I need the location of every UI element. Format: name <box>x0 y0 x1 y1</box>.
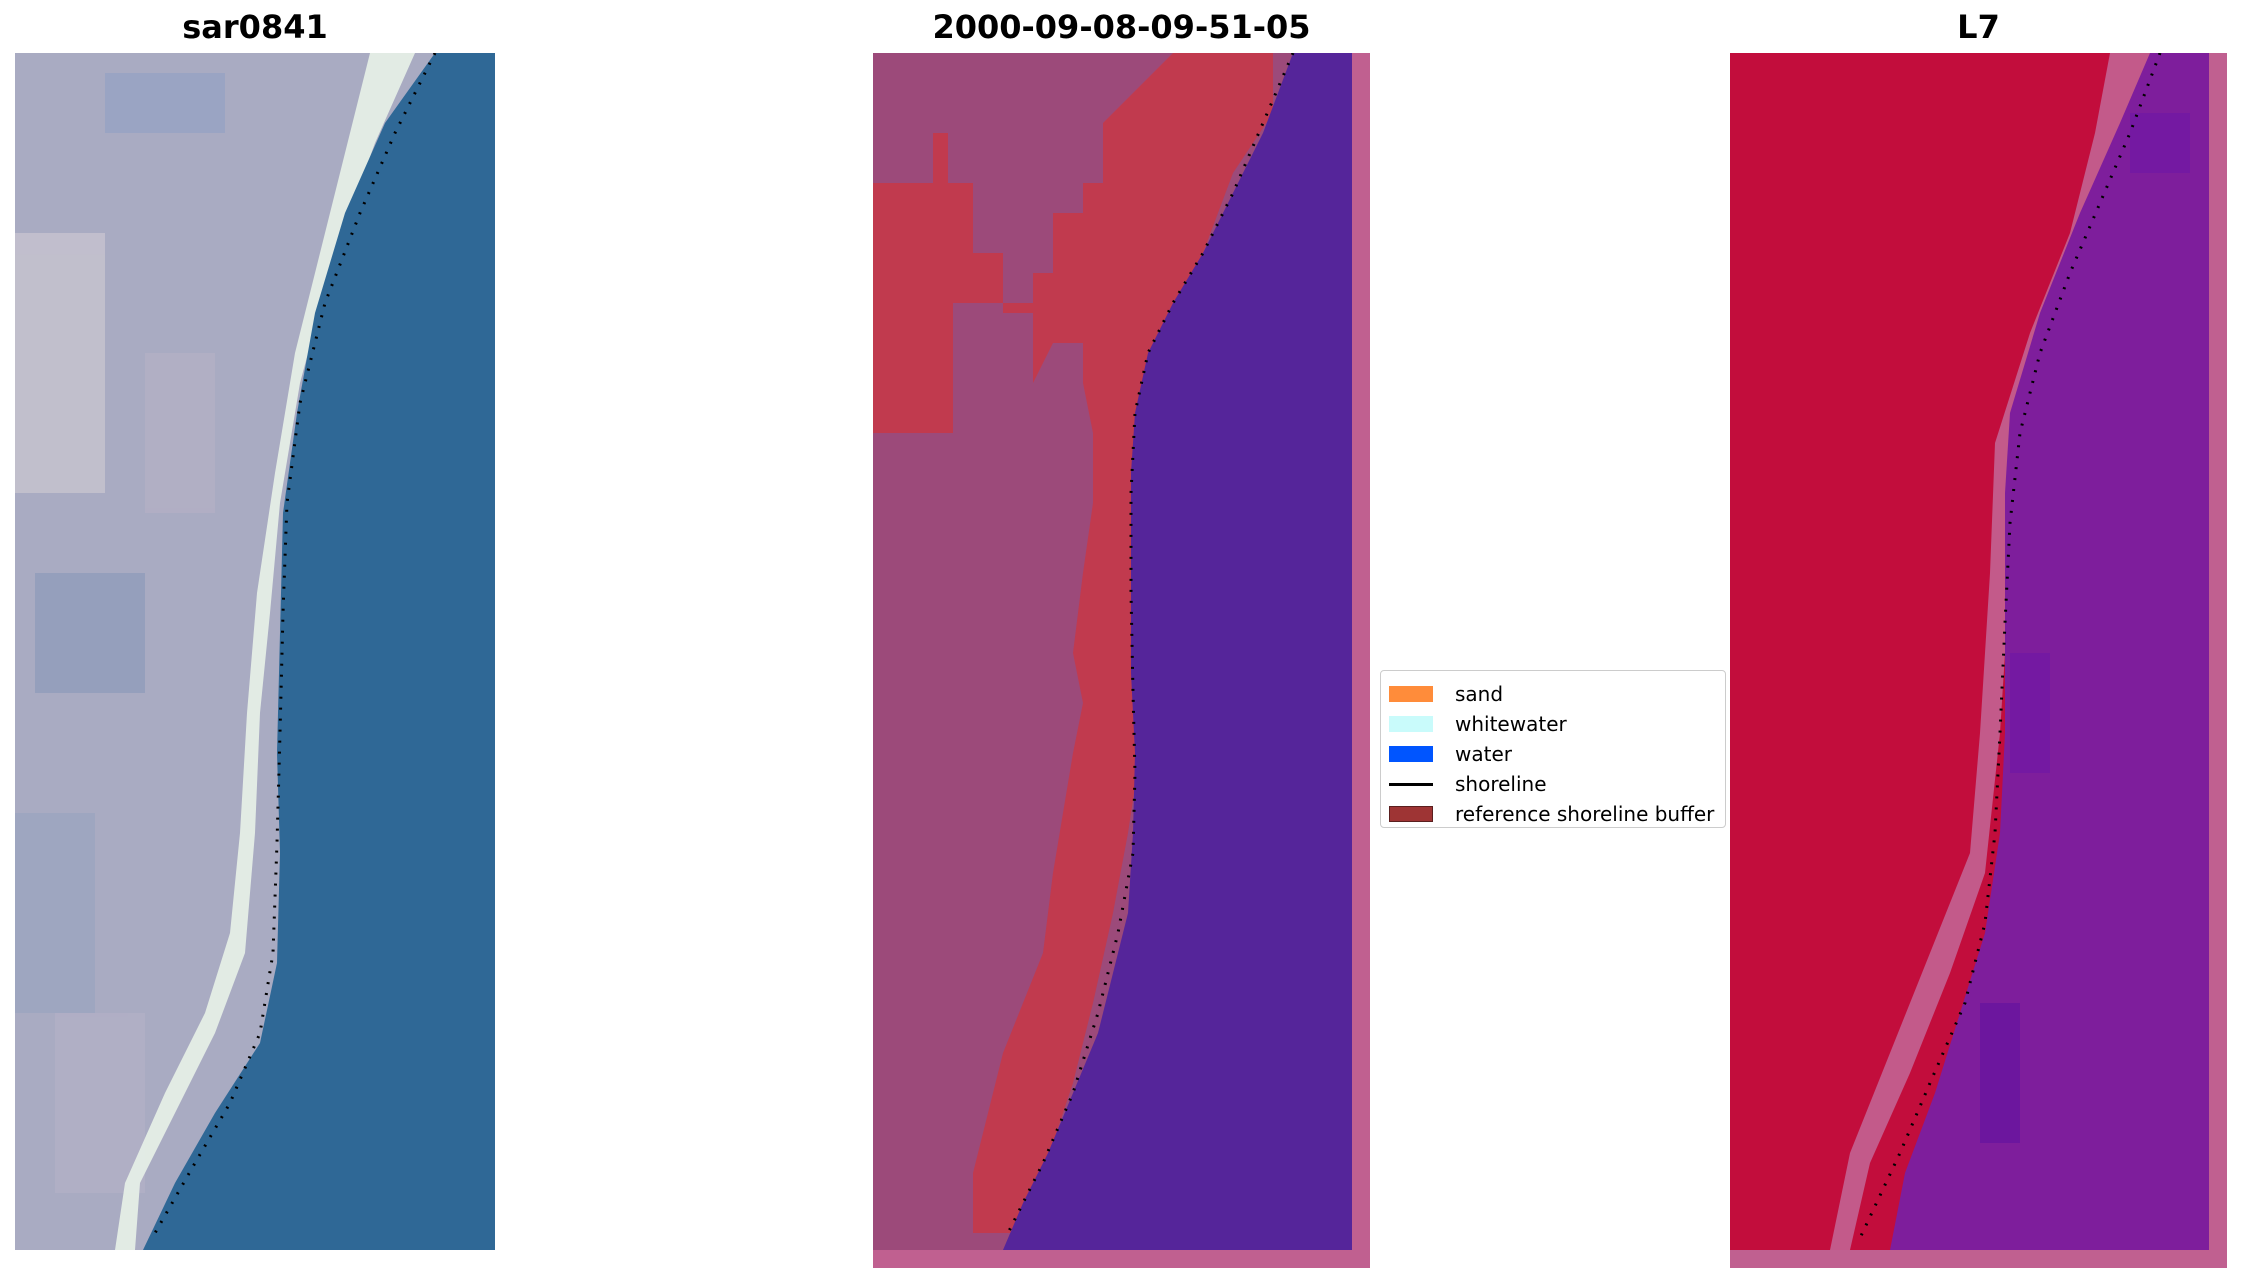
legend-item-sand: sand <box>1389 681 1503 707</box>
sand-swatch-icon <box>1389 686 1433 702</box>
legend-item-reference-buffer: reference shoreline buffer <box>1389 801 1714 827</box>
legend-item-shoreline: shoreline <box>1389 771 1547 797</box>
legend: sand whitewater water shoreline referenc… <box>1380 670 1726 828</box>
legend-label: sand <box>1455 682 1504 706</box>
buffer-swatch-icon <box>1389 806 1433 822</box>
legend-label: shoreline <box>1455 772 1547 796</box>
water-swatch-icon <box>1389 746 1433 762</box>
panel-title-classified: 2000-09-08-09-51-05 <box>932 8 1311 46</box>
legend-item-whitewater: whitewater <box>1389 711 1567 737</box>
classified-image-panel <box>873 53 1370 1268</box>
legend-label: reference shoreline buffer <box>1455 802 1715 826</box>
legend-item-water: water <box>1389 741 1512 767</box>
panel-title-nir: L7 <box>1957 8 2000 46</box>
legend-label: whitewater <box>1455 712 1567 736</box>
rgb-image-panel <box>15 53 495 1250</box>
legend-label: water <box>1455 742 1512 766</box>
whitewater-swatch-icon <box>1389 716 1433 732</box>
nir-image-panel <box>1730 53 2227 1268</box>
shoreline-line-icon <box>1389 782 1433 786</box>
panel-title-rgb: sar0841 <box>182 8 328 46</box>
